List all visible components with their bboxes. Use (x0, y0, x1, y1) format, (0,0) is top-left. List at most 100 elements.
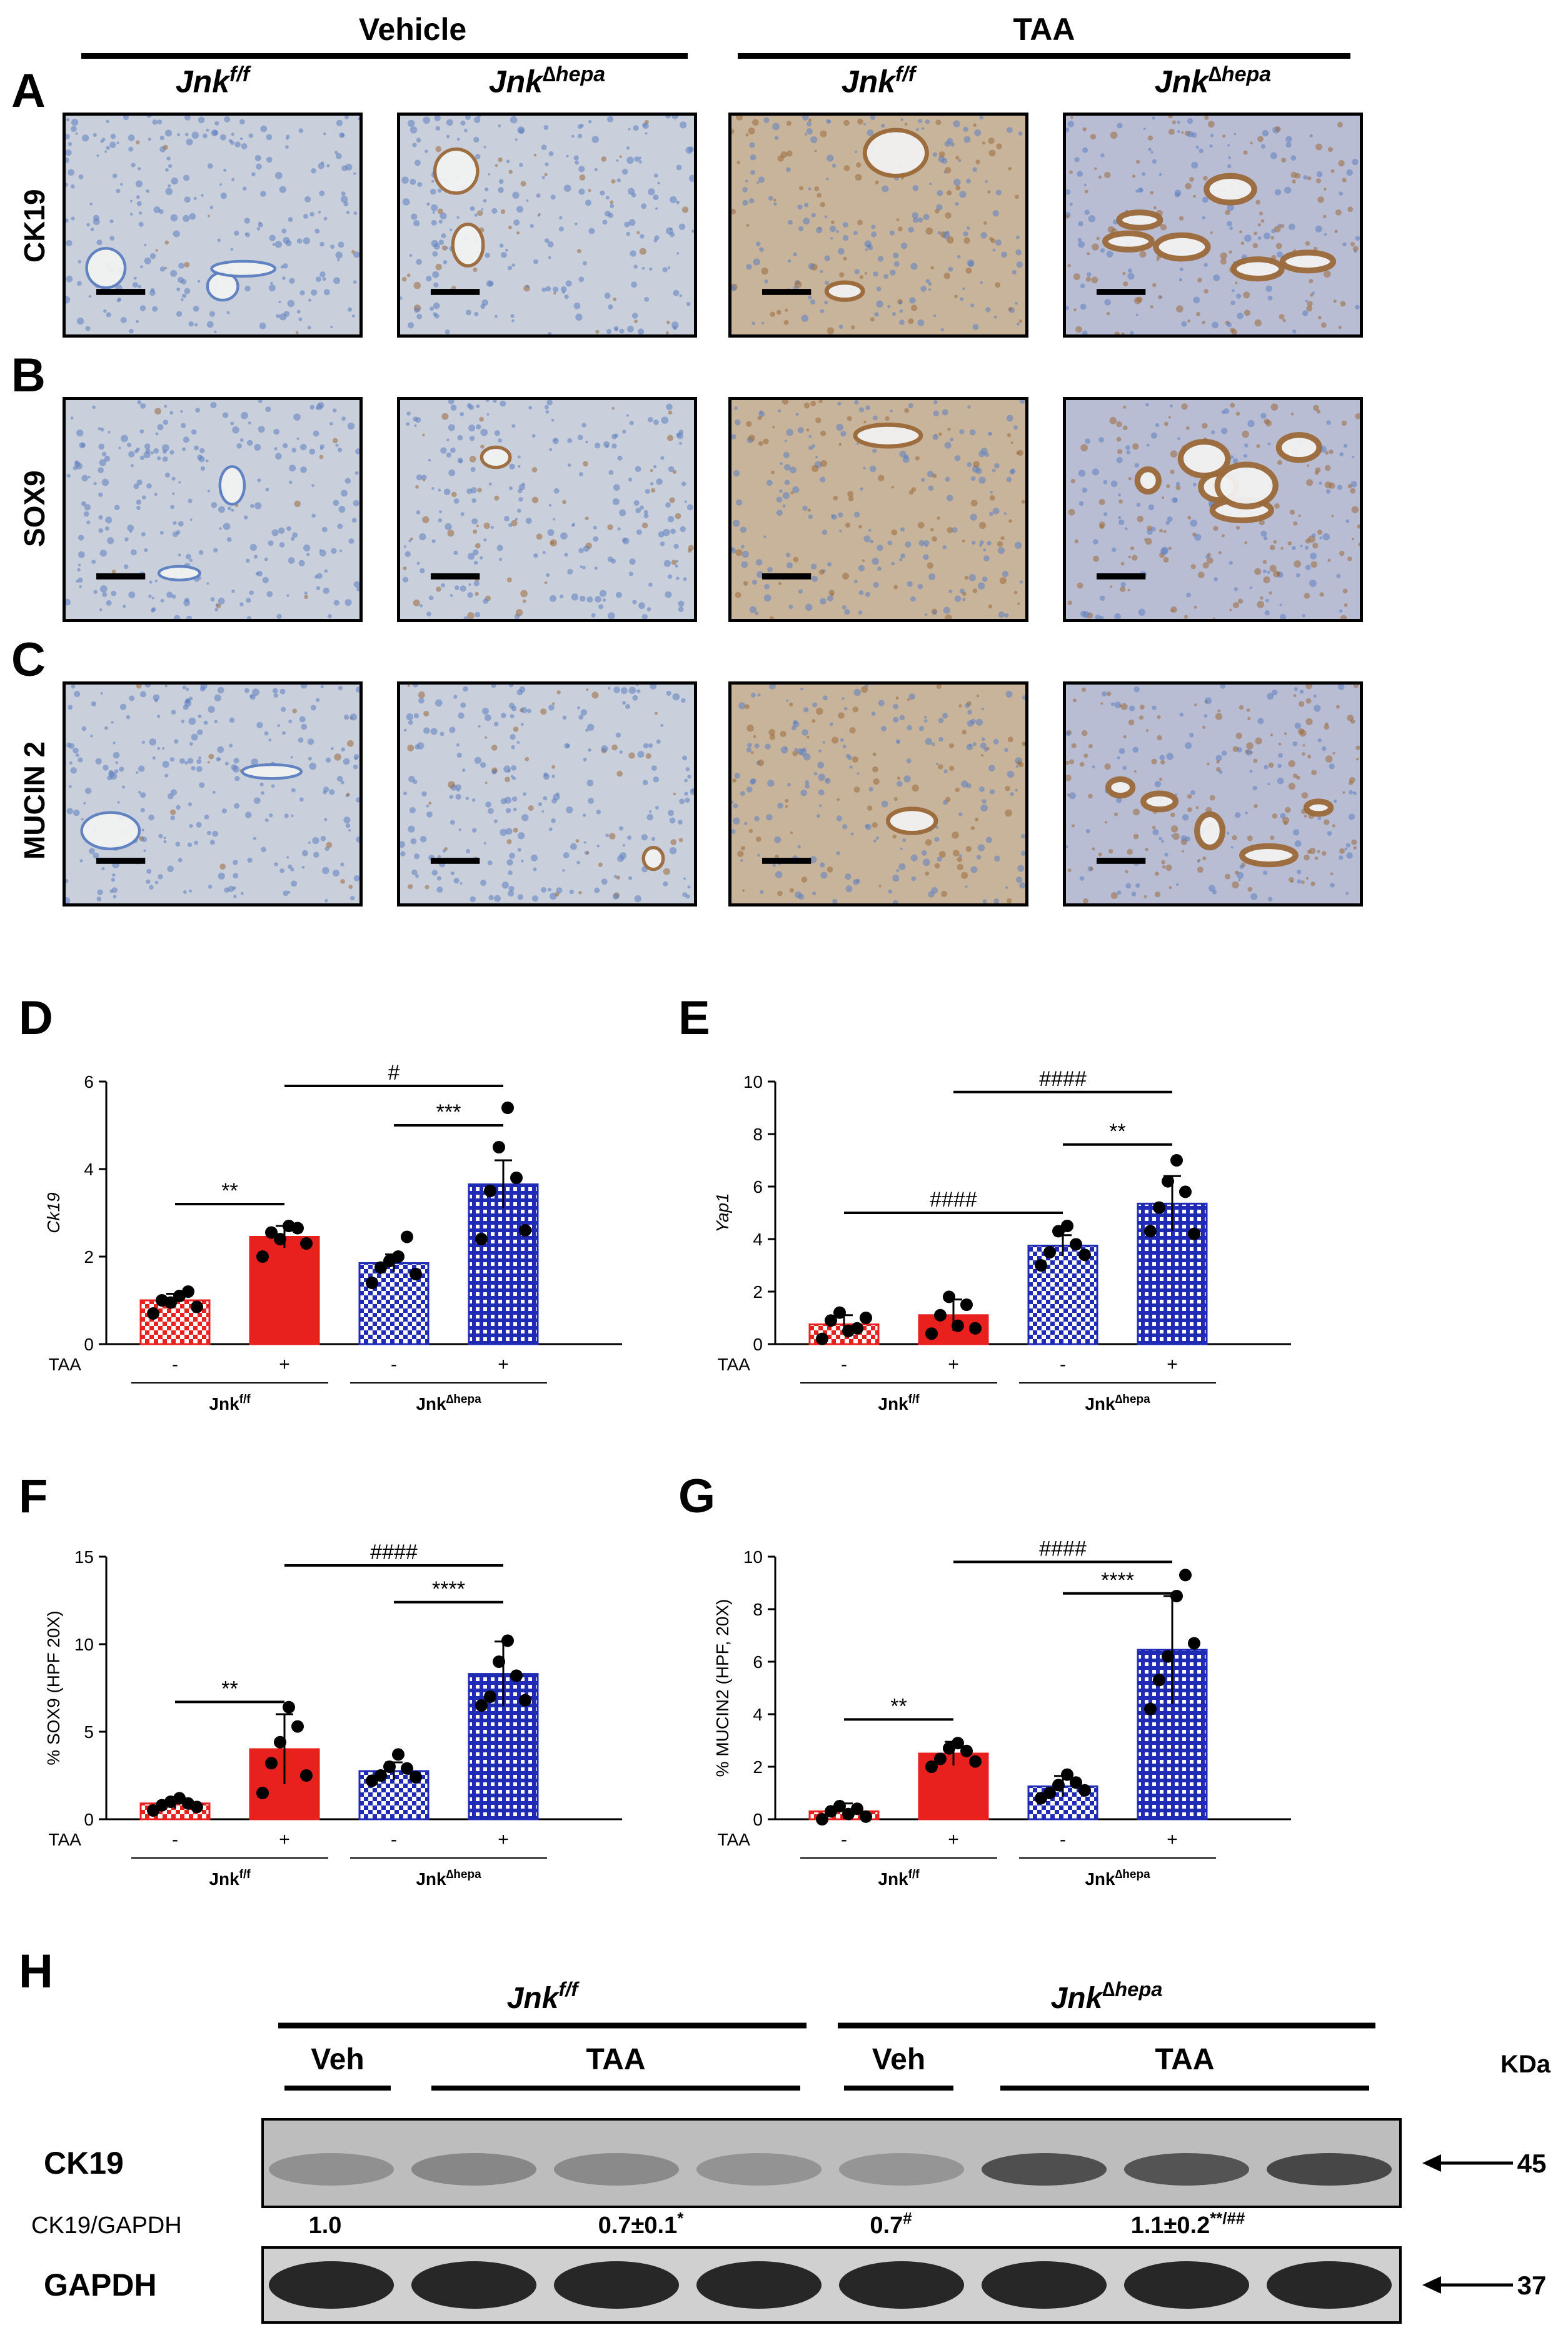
band-ck19-0 (269, 2153, 394, 2186)
western-treatment-1: TAA (586, 2043, 645, 2076)
data-point (401, 1230, 413, 1243)
genotype-header-2: Jnkf/f (841, 63, 916, 99)
genotype-axis-label-0: Jnkf/f (209, 1868, 251, 1889)
panel-label-b: B (11, 349, 46, 402)
data-point (510, 1669, 523, 1682)
y-tick-label-2: 4 (84, 1160, 94, 1179)
treatment-row-label: TAA (49, 1830, 82, 1849)
treatment-label-1: + (948, 1829, 959, 1850)
chart-f-sox9: 0 5 10 15 % SOX9 (HPF 20X) - + - + TAA Jnkf/f Jnk∆h… (44, 1540, 622, 1889)
significance-label-2: # (388, 1061, 400, 1085)
micrograph-ck19-0 (63, 113, 363, 338)
panel-label-f: F (19, 1470, 48, 1523)
band-ck19-5 (982, 2153, 1107, 2186)
band-gapdh-6 (1124, 2261, 1249, 2309)
y-tick-label-1: 2 (753, 1757, 763, 1777)
data-point (960, 1744, 973, 1757)
panel-label-g: G (678, 1470, 716, 1523)
data-point (860, 1810, 872, 1823)
data-point (392, 1250, 405, 1263)
data-point (283, 1700, 295, 1714)
genotype-header-0: Jnkf/f (175, 63, 250, 99)
treatment-label-0: - (841, 1829, 847, 1850)
y-tick-label-1: 2 (84, 1247, 94, 1267)
data-point (300, 1769, 313, 1782)
data-point (1153, 1201, 1165, 1214)
data-point (1188, 1227, 1200, 1240)
data-point (1153, 1674, 1165, 1687)
data-point (851, 1322, 863, 1335)
micrograph-sox9-2 (728, 397, 1028, 622)
data-point (291, 1222, 304, 1235)
y-tick-label-0: 0 (84, 1335, 94, 1354)
genotype-axis-label-1: Jnk∆hepa (416, 1393, 481, 1414)
significance-label-0: #### (930, 1188, 977, 1212)
micrograph-mucin2-0 (63, 681, 363, 906)
band-label-gapdh: GAPDH (44, 2267, 157, 2302)
genotype-axis-label-1: Jnk∆hepa (1085, 1868, 1150, 1889)
y-axis-label: % SOX9 (HPF 20X) (44, 1610, 63, 1765)
data-point (833, 1800, 846, 1812)
data-point (1043, 1246, 1056, 1258)
treatment-label-2: - (391, 1829, 397, 1850)
data-point (1061, 1768, 1073, 1781)
data-point (952, 1737, 964, 1750)
band-ck19-3 (696, 2153, 822, 2186)
data-point (401, 1762, 413, 1775)
data-point (952, 1319, 964, 1332)
treatment-label-1: + (279, 1829, 290, 1850)
chart-e-yap1: 0 2 4 6 8 10 Yap1 - + - + TAA Jnkf/f Jnk∆hepa #### ** ##… (713, 1067, 1291, 1414)
treatment-label-0: - (841, 1354, 847, 1375)
treatment-label-3: + (1167, 1354, 1178, 1375)
genotype-axis-label-1: Jnk∆hepa (1085, 1393, 1150, 1414)
kda-value-gapdh: 37 (1517, 2271, 1547, 2300)
y-tick-label-1: 5 (84, 1722, 94, 1742)
data-point (519, 1694, 531, 1707)
significance-label-2: #### (1039, 1067, 1087, 1091)
band-gapdh-7 (1267, 2261, 1392, 2309)
group-title-vehicle: Vehicle (358, 12, 467, 47)
data-point (374, 1261, 387, 1274)
panel-label-e: E (678, 992, 710, 1045)
western-blot: Jnkf/f Jnk∆hepa Veh TAA Veh TAA KDa CK19 45 GAPDH… (31, 1977, 1551, 2324)
data-point (833, 1306, 846, 1319)
data-point (1179, 1569, 1192, 1582)
data-point (383, 1760, 396, 1773)
significance-label-0: ** (221, 1179, 238, 1203)
treatment-label-3: + (498, 1829, 509, 1850)
group-line-taa (738, 53, 1350, 59)
data-point (860, 1312, 872, 1324)
y-tick-label-4: 8 (753, 1125, 763, 1144)
data-point (493, 1655, 505, 1668)
micrograph-sox9-0 (63, 397, 363, 622)
treatment-label-3: + (498, 1354, 509, 1375)
data-point (1162, 1175, 1174, 1188)
band-gapdh-2 (554, 2261, 679, 2309)
data-point (1170, 1154, 1183, 1167)
chart-g-mucin2: 0 2 4 6 8 10 % MUCIN2 (HPF, 20X) - + - + TAA Jnkf/f J… (713, 1537, 1291, 1889)
band-ck19-4 (839, 2153, 964, 2186)
y-tick-label-0: 0 (753, 1335, 763, 1354)
data-point (501, 1102, 514, 1114)
significance-label-1: ** (1109, 1120, 1125, 1143)
treatment-row-label: TAA (718, 1355, 751, 1374)
data-point (256, 1787, 269, 1799)
micrograph-mucin2-2 (728, 681, 1028, 906)
stain-label-2: MUCIN 2 (18, 741, 51, 860)
data-point (265, 1226, 278, 1239)
treatment-row-label: TAA (49, 1355, 82, 1374)
band-ck19-7 (1267, 2153, 1392, 2186)
treatment-label-1: + (279, 1354, 290, 1375)
data-point (1070, 1238, 1082, 1251)
stain-label-0: CK19 (18, 189, 51, 263)
band-ck19-2 (554, 2153, 679, 2186)
treatment-label-3: + (1167, 1829, 1178, 1850)
significance-label-1: *** (436, 1100, 461, 1124)
treatment-label-0: - (172, 1829, 178, 1850)
data-point (191, 1800, 203, 1814)
y-tick-label-0: 0 (753, 1810, 763, 1829)
y-tick-label-3: 15 (74, 1547, 94, 1567)
data-point (519, 1224, 531, 1237)
data-point (366, 1277, 378, 1289)
genotype-axis-label-0: Jnkf/f (878, 1393, 920, 1414)
